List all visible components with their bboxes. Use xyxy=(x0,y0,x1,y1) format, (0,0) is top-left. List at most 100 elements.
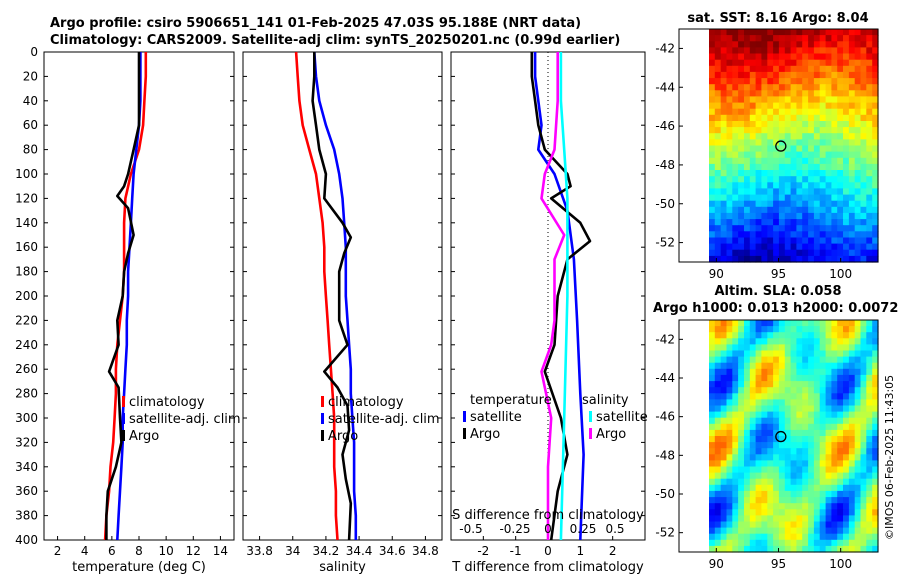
sst-map-cell xyxy=(837,200,844,208)
sst-map-cell xyxy=(866,127,873,134)
sst-map-cell xyxy=(843,133,850,140)
sst-map-cell xyxy=(796,176,803,183)
sst-map-cell xyxy=(808,188,815,196)
sla-map-cell xyxy=(843,393,850,400)
sst-map-cell xyxy=(778,170,786,177)
sla-map-cell xyxy=(808,472,815,480)
sst-map-cell xyxy=(744,219,751,226)
sst-map-cell xyxy=(837,157,844,165)
sla-map-cell xyxy=(813,320,821,327)
sla-map-cell xyxy=(872,484,879,492)
sst-map-cell xyxy=(726,182,733,189)
sla-map-cell xyxy=(854,545,862,553)
sla-map-cell xyxy=(808,417,815,425)
sla-map-cell xyxy=(796,411,803,419)
sst-map-cell xyxy=(843,200,850,208)
sla-map-cell xyxy=(819,320,827,327)
sst-map-cell xyxy=(802,29,809,36)
sst-map-cell xyxy=(848,35,856,42)
sla-map-cell xyxy=(819,466,827,474)
sla-map-cell xyxy=(831,466,838,474)
sla-map-cell xyxy=(709,411,716,419)
sla-map-cell xyxy=(843,466,850,474)
sla-map-cell xyxy=(843,387,850,394)
sst-map-cell xyxy=(825,59,832,67)
sla-map-cell xyxy=(819,460,827,468)
sst-map-cell xyxy=(831,47,838,55)
sst-map-cell xyxy=(796,114,803,122)
sla-map-cell xyxy=(767,533,774,541)
sst-map-cell xyxy=(732,157,739,165)
sst-map-cell xyxy=(749,114,757,122)
sst-map-cell xyxy=(709,96,716,104)
sla-map-cell xyxy=(872,521,879,529)
sla-map-cell xyxy=(714,405,722,413)
sla-map-cell xyxy=(848,326,856,333)
sla-map-cell xyxy=(866,356,873,364)
sla-map-cell xyxy=(825,399,832,407)
sst-map-cell xyxy=(749,255,757,263)
sla-map-cell xyxy=(790,423,797,431)
sla-map-cell xyxy=(808,429,815,437)
sst-map-cell xyxy=(732,255,739,263)
sla-map-cell xyxy=(732,515,739,523)
sla-map-ytick-label: -42 xyxy=(655,332,675,346)
sst-map-cell xyxy=(813,255,821,263)
sla-map-cell xyxy=(866,381,873,388)
sst-map-cell xyxy=(819,255,827,263)
sst-map-cell xyxy=(767,219,774,226)
sst-map-cell xyxy=(837,78,844,85)
sla-map-cell xyxy=(848,368,856,376)
sst-map-cell xyxy=(790,59,797,67)
sla-map-cell xyxy=(738,466,745,474)
sla-map-cell xyxy=(778,527,786,535)
sla-map-cell xyxy=(761,509,768,516)
sla-map-cell xyxy=(790,374,797,382)
sst-map-cell xyxy=(784,108,792,116)
sst-map-cell xyxy=(778,255,786,263)
sla-map-cell xyxy=(831,332,838,339)
sla-map-cell xyxy=(802,429,809,437)
s-difference-tick-label: 0.5 xyxy=(605,522,624,536)
sla-map-cell xyxy=(860,454,867,461)
sla-map-cell xyxy=(872,466,879,474)
sst-map-cell xyxy=(819,243,827,251)
sla-map-cell xyxy=(720,539,728,547)
sst-map-cell xyxy=(778,145,786,153)
sla-map-cell xyxy=(709,417,716,425)
sst-map-cell xyxy=(872,231,879,238)
sla-map-cell xyxy=(854,374,862,382)
sst-map-cell xyxy=(755,90,762,97)
sst-map-cell xyxy=(749,127,757,134)
sst-map-cell xyxy=(767,53,774,61)
sst-map-cell xyxy=(796,108,803,116)
sst-map-cell xyxy=(790,151,797,159)
sla-map-cell xyxy=(720,521,728,529)
sla-map-cell xyxy=(755,521,762,529)
sla-map-cell xyxy=(767,326,774,333)
sst-map-cell xyxy=(837,188,844,196)
sla-map-cell xyxy=(732,509,739,516)
sst-map-cell xyxy=(767,225,774,232)
sla-map-cell xyxy=(825,387,832,394)
sst-map-cell xyxy=(738,170,745,177)
sla-map-cell xyxy=(819,393,827,400)
sla-map-cell xyxy=(831,429,838,437)
sla-map-cell xyxy=(709,478,716,486)
sst-map-cell xyxy=(744,139,751,147)
sla-map-cell xyxy=(732,326,739,333)
sla-map-cell xyxy=(825,368,832,376)
sla-map-cell xyxy=(808,442,815,449)
sla-map-cell xyxy=(802,436,809,443)
sla-map-cell xyxy=(709,436,716,443)
sla-map-cell xyxy=(709,533,716,541)
sst-map-cell xyxy=(732,114,739,122)
sla-map-cell xyxy=(749,533,757,541)
sst-map-cell xyxy=(848,78,856,85)
sst-map-cell xyxy=(790,114,797,122)
sla-map-ytick-label: -46 xyxy=(655,410,675,424)
sla-map-cell xyxy=(761,338,768,345)
sst-map-cell xyxy=(709,139,716,147)
sla-map-cell xyxy=(831,326,838,333)
sla-map-cell xyxy=(784,545,792,553)
